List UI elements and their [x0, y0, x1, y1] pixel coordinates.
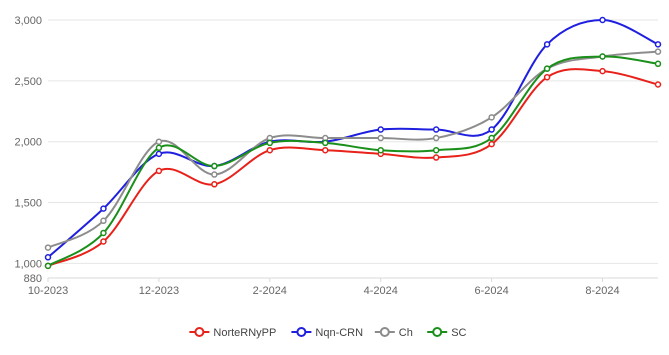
legend-marker-icon: [296, 327, 307, 337]
legend-item-ch[interactable]: Ch: [374, 327, 413, 339]
data-point-ch[interactable]: [211, 171, 218, 178]
y-tick-label: 1,500: [14, 198, 42, 210]
legend-label: Ch: [399, 327, 413, 339]
y-tick-label: 880: [24, 273, 42, 285]
data-point-sc[interactable]: [543, 65, 551, 72]
legend-marker-icon: [432, 327, 443, 337]
data-point-nqn-crn[interactable]: [432, 126, 440, 133]
data-point-sc[interactable]: [488, 134, 495, 142]
data-point-sc[interactable]: [322, 139, 329, 147]
series-ch: [44, 48, 662, 251]
data-point-sc[interactable]: [654, 60, 662, 68]
x-tick-label: 8-2024: [585, 285, 619, 297]
data-point-norternypp[interactable]: [100, 238, 107, 245]
data-point-nqn-crn[interactable]: [44, 254, 52, 261]
y-tick-label: 1,000: [14, 258, 42, 270]
data-point-ch[interactable]: [155, 138, 163, 145]
data-point-nqn-crn[interactable]: [155, 150, 163, 158]
data-point-norternypp[interactable]: [543, 73, 551, 81]
data-point-nqn-crn[interactable]: [488, 126, 495, 133]
data-point-sc[interactable]: [266, 139, 274, 147]
legend-label: Nqn-CRN: [315, 327, 363, 339]
data-point-sc[interactable]: [155, 144, 163, 152]
legend-item-sc[interactable]: SC: [427, 327, 467, 339]
data-point-norternypp[interactable]: [599, 67, 606, 75]
legend-marker-icon: [379, 327, 390, 337]
series-line-sc: [47, 55, 659, 267]
data-point-ch[interactable]: [432, 134, 440, 142]
data-point-nqn-crn[interactable]: [599, 16, 606, 24]
data-point-ch[interactable]: [654, 48, 662, 55]
data-point-norternypp[interactable]: [488, 140, 495, 148]
data-point-norternypp[interactable]: [654, 81, 662, 88]
data-point-norternypp[interactable]: [322, 146, 329, 154]
y-tick-label: 2,500: [14, 76, 42, 88]
x-tick-label: 2-2024: [253, 285, 287, 297]
series-norternypp: [44, 67, 662, 270]
data-point-norternypp[interactable]: [432, 154, 440, 161]
y-tick-label: 3,000: [14, 15, 42, 27]
legend-label: NorteRNyPP: [213, 327, 276, 339]
data-point-sc[interactable]: [100, 229, 107, 237]
series-layer: [44, 16, 662, 270]
data-point-nqn-crn[interactable]: [654, 41, 662, 48]
legend-item-nqn-crn[interactable]: Nqn-CRN: [291, 327, 363, 339]
data-point-norternypp[interactable]: [211, 181, 218, 188]
legend[interactable]: NorteRNyPP Nqn-CRN Ch SC: [189, 327, 467, 339]
series-sc: [44, 53, 662, 270]
data-point-sc[interactable]: [599, 53, 606, 60]
y-tick-label: 2,000: [14, 137, 42, 149]
data-point-ch[interactable]: [488, 114, 495, 121]
data-point-nqn-crn[interactable]: [543, 41, 551, 48]
legend-label: SC: [451, 327, 466, 339]
data-point-nqn-crn[interactable]: [100, 205, 107, 212]
legend-item-norternypp[interactable]: NorteRNyPP: [189, 327, 276, 339]
data-point-ch[interactable]: [377, 134, 384, 142]
data-point-sc[interactable]: [432, 146, 440, 154]
legend-marker-icon: [194, 327, 205, 337]
axis-layer: 880 1,000 1,500 2,000 2,500 3,000 10-2023 12-20…: [14, 15, 658, 297]
x-tick-label: 4-2024: [364, 285, 398, 297]
data-point-norternypp[interactable]: [266, 146, 274, 154]
data-point-norternypp[interactable]: [155, 167, 163, 175]
x-tick-label: 10-2023: [28, 285, 68, 297]
data-point-ch[interactable]: [100, 217, 107, 225]
data-point-sc[interactable]: [44, 262, 52, 270]
x-tick-label: 6-2024: [475, 285, 509, 297]
data-point-sc[interactable]: [377, 146, 384, 154]
data-point-ch[interactable]: [44, 244, 52, 251]
x-tick-label: 12-2023: [139, 285, 179, 297]
data-point-sc[interactable]: [211, 162, 218, 170]
data-point-nqn-crn[interactable]: [377, 126, 384, 133]
